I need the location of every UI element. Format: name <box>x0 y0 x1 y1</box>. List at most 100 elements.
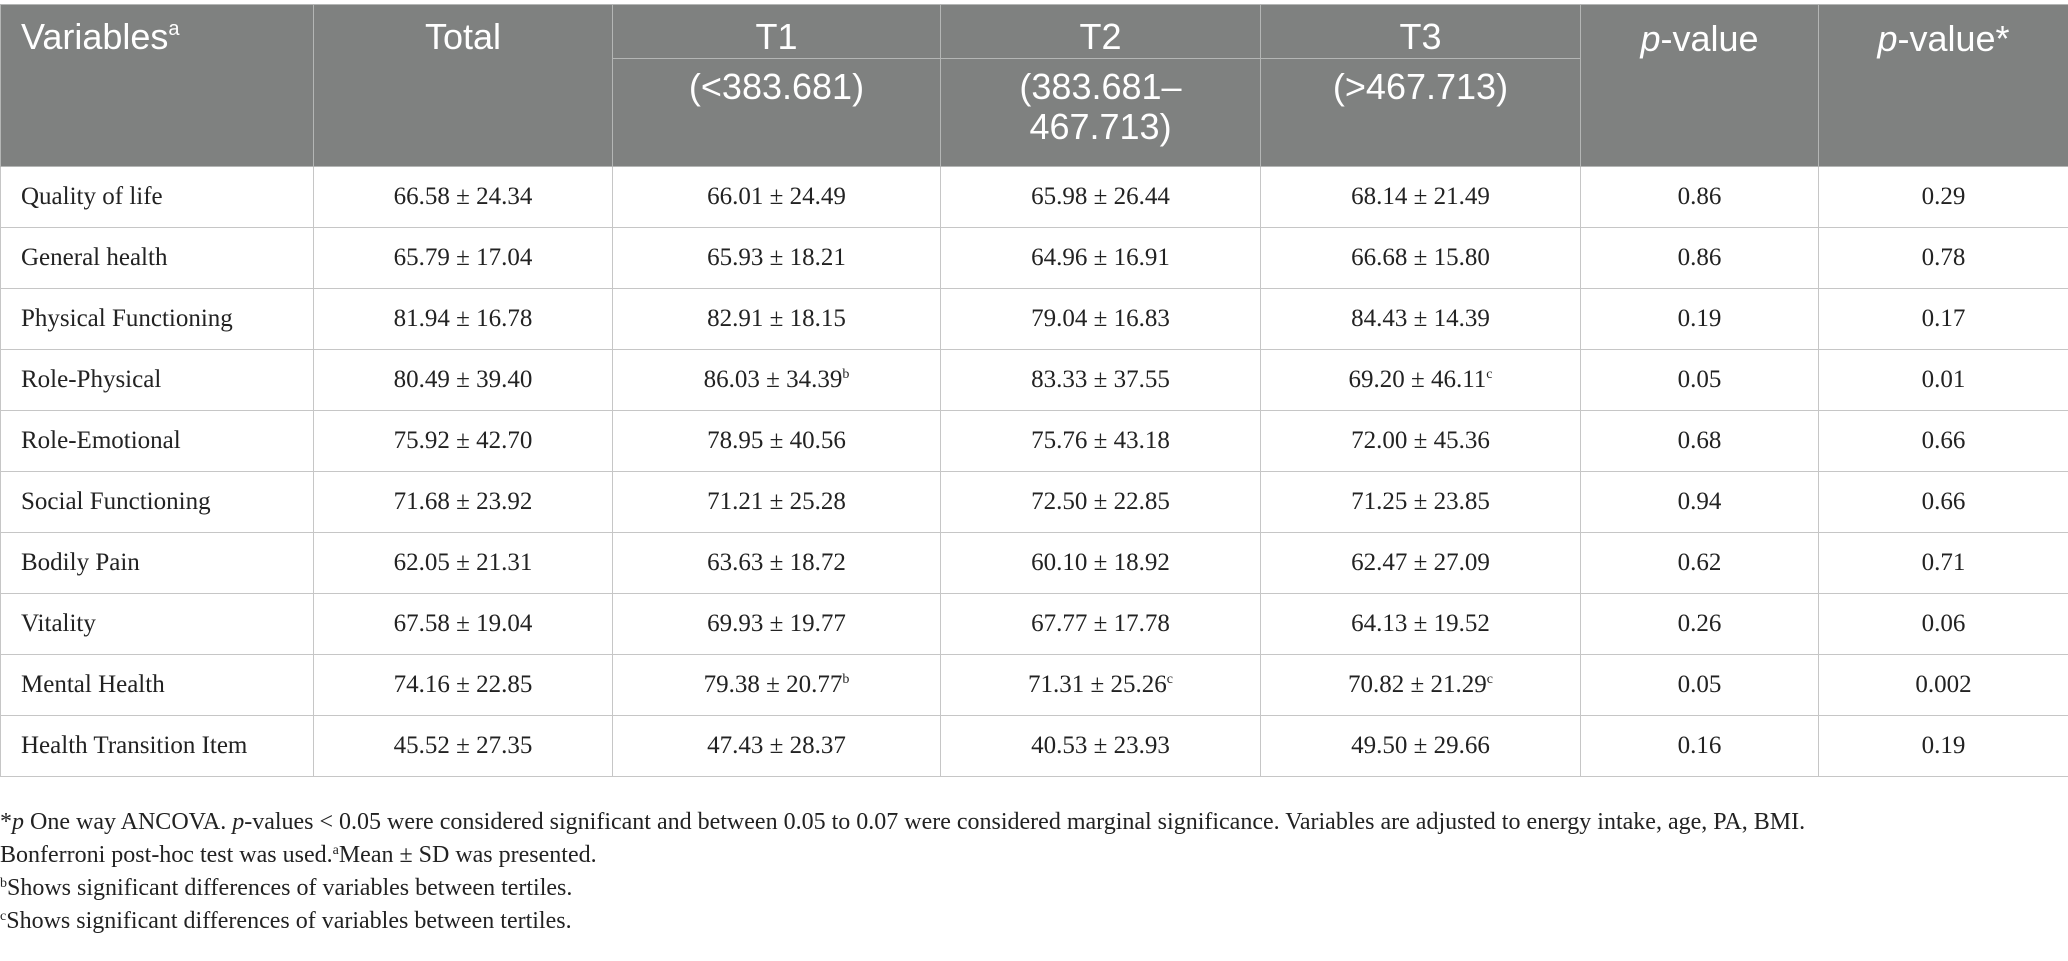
cell-t3: 49.50 ± 29.66 <box>1260 715 1581 777</box>
cell-variable-value: Role-Emotional <box>21 427 181 454</box>
table-row: General health 65.79 ± 17.04 65.93 ± 18.21… <box>0 227 2068 289</box>
cell-p-value-value: 0.16 <box>1677 732 1722 759</box>
header-p-suffix: -value <box>1660 18 1759 59</box>
cell-t1: 71.21 ± 25.28 <box>612 471 941 533</box>
cell-p-value: 0.16 <box>1580 715 1819 777</box>
cell-t1-value: 82.91 ± 18.15 <box>707 305 846 332</box>
cell-variable: Bodily Pain <box>0 532 314 594</box>
cell-t2-value: 75.76 ± 43.18 <box>1031 427 1170 454</box>
cell-t2: 65.98 ± 26.44 <box>940 166 1261 228</box>
cell-variable: Health Transition Item <box>0 715 314 777</box>
cell-variable-value: Vitality <box>21 610 96 637</box>
cell-t1: 78.95 ± 40.56 <box>612 410 941 472</box>
cell-t3: 72.00 ± 45.36 <box>1260 410 1581 472</box>
cell-variable: Role-Physical <box>0 349 314 411</box>
footnote-c-text: Shows significant differences of variabl… <box>6 908 572 934</box>
cell-p-value-value: 0.19 <box>1677 305 1722 332</box>
cell-total-value: 75.92 ± 42.70 <box>393 427 533 454</box>
header-variables-label: Variables <box>21 16 169 57</box>
cell-total: 62.05 ± 21.31 <box>313 532 613 594</box>
cell-p-value-adjusted-value: 0.19 <box>1921 732 1966 759</box>
header-p-value: p-value <box>1580 4 1819 167</box>
table-row: Health Transition Item 45.52 ± 27.35 47.43… <box>0 715 2068 777</box>
footnote-b-text: Shows significant differences of variabl… <box>7 875 573 901</box>
table-footnotes: *p One way ANCOVA. p-values < 0.05 were … <box>0 806 2060 938</box>
cell-t2: 60.10 ± 18.92 <box>940 532 1261 594</box>
cell-t3-value: 64.13 ± 19.52 <box>1351 610 1490 637</box>
header-row: Variablesa Total T1 T2 T3 p-value p-valu… <box>0 4 2068 167</box>
cell-t3: 69.20 ± 46.11c <box>1260 349 1581 411</box>
header-t3: T3 <box>1260 4 1581 59</box>
cell-p-value-adjusted-value: 0.06 <box>1921 610 1966 637</box>
header-p2-suffix: -value* <box>1897 18 2010 59</box>
cell-t3-value: 62.47 ± 27.09 <box>1351 549 1490 576</box>
cell-variable-value: Physical Functioning <box>21 305 233 332</box>
cell-p-value: 0.05 <box>1580 349 1819 411</box>
cell-p-value-adjusted-value: 0.01 <box>1921 366 1966 393</box>
cell-variable: Social Functioning <box>0 471 314 533</box>
cell-variable: Role-Emotional <box>0 410 314 472</box>
cell-total: 80.49 ± 39.40 <box>313 349 613 411</box>
cell-t2-value: 83.33 ± 37.55 <box>1031 366 1170 393</box>
header-t3-range: (>467.713) <box>1260 58 1581 167</box>
cell-p-value: 0.94 <box>1580 471 1819 533</box>
cell-total-value: 71.68 ± 23.92 <box>393 488 533 515</box>
cell-variable: Vitality <box>0 593 314 655</box>
cell-t1: 79.38 ± 20.77b <box>612 654 941 716</box>
header-t2: T2 <box>940 4 1261 59</box>
cell-t1: 86.03 ± 34.39b <box>612 349 941 411</box>
cell-t1: 63.63 ± 18.72 <box>612 532 941 594</box>
header-range-row: (<383.681) (383.681–467.713) (>467.713) <box>1 58 2068 167</box>
cell-p-value: 0.05 <box>1580 654 1819 716</box>
cell-t1-value: 86.03 ± 34.39 <box>703 366 843 393</box>
cell-variable: General health <box>0 227 314 289</box>
cell-p-value-adjusted: 0.17 <box>1818 288 2068 350</box>
footnote-mark-b: b <box>0 876 7 891</box>
header-p-symbol: p <box>1640 18 1661 59</box>
header-p2-symbol: p <box>1877 18 1898 59</box>
cell-p-value-adjusted: 0.71 <box>1818 532 2068 594</box>
cell-total: 45.52 ± 27.35 <box>313 715 613 777</box>
cell-total: 67.58 ± 19.04 <box>313 593 613 655</box>
cell-total: 71.68 ± 23.92 <box>313 471 613 533</box>
cell-t1: 65.93 ± 18.21 <box>612 227 941 289</box>
footnote-mark: b <box>842 672 850 687</box>
cell-t2-value: 64.96 ± 16.91 <box>1031 244 1170 271</box>
cell-p-value-value: 0.05 <box>1677 366 1722 393</box>
cell-t1-value: 63.63 ± 18.72 <box>707 549 846 576</box>
cell-p-value-adjusted-value: 0.78 <box>1921 244 1966 271</box>
cell-t1-value: 78.95 ± 40.56 <box>707 427 846 454</box>
cell-t1-value: 47.43 ± 28.37 <box>707 732 846 759</box>
cell-t2: 71.31 ± 25.26c <box>940 654 1261 716</box>
header-total: Total <box>313 4 613 167</box>
cell-p-value-value: 0.68 <box>1677 427 1722 454</box>
cell-total-value: 62.05 ± 21.31 <box>393 549 533 576</box>
footnote-p-symbol: p <box>12 809 24 835</box>
cell-p-value-adjusted: 0.002 <box>1818 654 2068 716</box>
cell-total-value: 81.94 ± 16.78 <box>393 305 533 332</box>
footnote-mark: c <box>1486 367 1493 382</box>
table-row: Role-Physical 80.49 ± 39.40 86.03 ± 34.39b… <box>0 349 2068 411</box>
cell-t2: 83.33 ± 37.55 <box>940 349 1261 411</box>
header-t2-range: (383.681–467.713) <box>940 58 1261 167</box>
cell-variable-value: Quality of life <box>21 183 163 210</box>
cell-t2: 75.76 ± 43.18 <box>940 410 1261 472</box>
cell-p-value-adjusted-value: 0.29 <box>1921 183 1966 210</box>
cell-total-value: 66.58 ± 24.34 <box>393 183 533 210</box>
footnote-mean-sd-text: Mean ± SD was presented. <box>338 842 597 868</box>
footnote-significance-text: -values < 0.05 were considered significa… <box>244 809 1806 835</box>
cell-total-value: 45.52 ± 27.35 <box>393 732 533 759</box>
cell-p-value-adjusted: 0.29 <box>1818 166 2068 228</box>
table-row: Bodily Pain 62.05 ± 21.31 63.63 ± 18.72 60.… <box>0 532 2068 594</box>
cell-p-value-adjusted: 0.78 <box>1818 227 2068 289</box>
footnote-mark-c: c <box>0 909 7 924</box>
cell-t3: 68.14 ± 21.49 <box>1260 166 1581 228</box>
cell-t1-value: 69.93 ± 19.77 <box>707 610 846 637</box>
cell-t1-value: 79.38 ± 20.77 <box>703 671 843 698</box>
cell-p-value: 0.62 <box>1580 532 1819 594</box>
cell-p-value-adjusted-value: 0.002 <box>1915 671 1972 698</box>
cell-t3: 70.82 ± 21.29c <box>1260 654 1581 716</box>
footnote-ancova-text: One way ANCOVA. <box>24 809 233 835</box>
table-body: Quality of life 66.58 ± 24.34 66.01 ± 24.4… <box>0 166 2068 777</box>
cell-p-value: 0.68 <box>1580 410 1819 472</box>
